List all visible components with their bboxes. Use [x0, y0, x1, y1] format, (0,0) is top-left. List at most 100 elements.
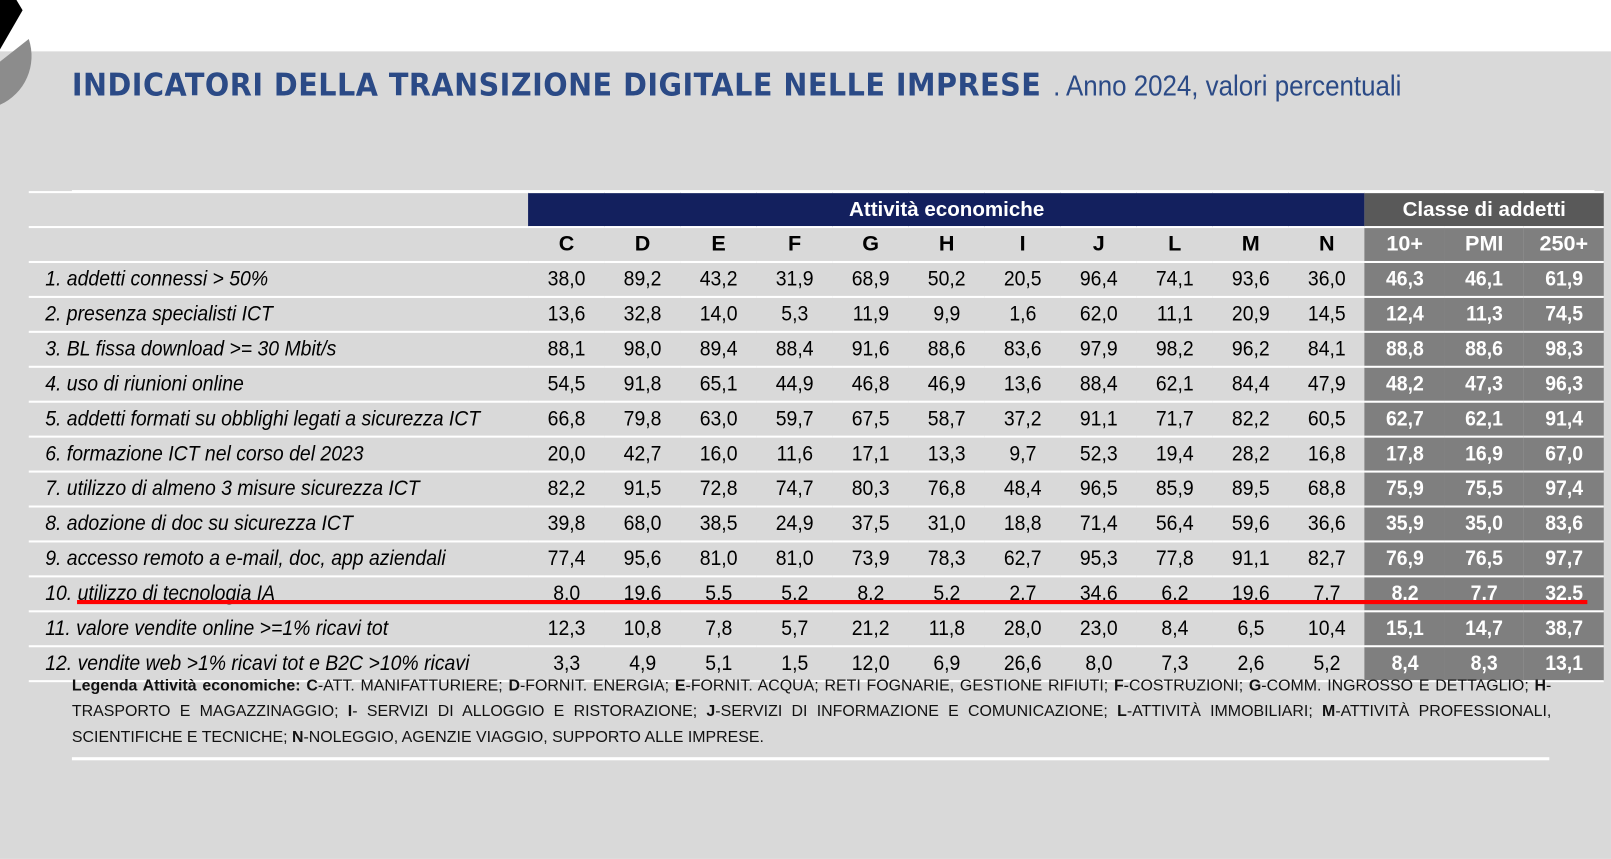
table-cell: 96,4 — [1060, 260, 1137, 297]
cell-value: 14,0 — [699, 302, 738, 326]
table-cell: 75,9 — [1364, 470, 1445, 507]
table-cell: 56,4 — [1136, 505, 1213, 542]
table-cell: 76,8 — [908, 470, 985, 507]
row-label: 7. utilizzo di almeno 3 misure sicurezza… — [28, 470, 529, 507]
cell-value: 12,3 — [547, 616, 586, 641]
table-cell: 9,9 — [908, 295, 985, 332]
table-cell: 83,6 — [984, 330, 1061, 367]
table-cell: 31,9 — [756, 260, 833, 297]
table-cell: 74,7 — [756, 470, 833, 507]
cell-value: 88,1 — [547, 336, 586, 361]
table-cell: 43,2 — [680, 260, 757, 297]
cell-value: 8,4 — [1161, 616, 1189, 641]
cell-value: 66,8 — [547, 406, 586, 431]
table-cell: 62,1 — [1444, 400, 1525, 437]
cell-value: 8,4 — [1391, 651, 1419, 676]
table-cell: 17,1 — [832, 435, 909, 472]
table-row: 3. BL fissa download >= 30 Mbit/s 88,1 98,… — [28, 330, 1604, 367]
cell-value: 77,4 — [547, 546, 586, 571]
cell-value: 19,6 — [623, 581, 662, 606]
table-cell: 78,3 — [908, 540, 985, 577]
table-cell: 5,2 — [908, 575, 985, 612]
table-cell: 48,4 — [984, 470, 1061, 507]
table-cell: 16,0 — [680, 435, 757, 472]
table-cell: 32,5 — [1524, 575, 1604, 612]
cell-value: 7,7 — [1470, 581, 1498, 606]
table-cell: 8,0 — [1060, 645, 1137, 683]
legend-code: M — [1322, 702, 1336, 721]
cell-value: 96,5 — [1079, 476, 1118, 501]
cell-value: 75,5 — [1465, 476, 1504, 501]
table-cell: 7,7 — [1444, 575, 1525, 612]
table-cell: 35,9 — [1364, 505, 1445, 542]
table-row: 10. utilizzo di tecnologia IA 8,0 19,6 5,5 5… — [28, 575, 1604, 612]
cell-value: 1,6 — [1009, 302, 1037, 326]
row-label: 2. presenza specialisti ICT — [28, 295, 529, 332]
table-cell: 84,4 — [1212, 365, 1289, 402]
legend-code: D — [508, 677, 520, 695]
cell-value: 5,2 — [781, 581, 809, 606]
table-cell: 26,6 — [984, 645, 1061, 683]
cell-value: 8,2 — [857, 581, 885, 606]
cell-value: 8,3 — [1470, 651, 1498, 676]
table-cell: 91,1 — [1060, 400, 1137, 437]
table-cell: 95,3 — [1060, 540, 1137, 577]
cell-value: 62,7 — [1385, 406, 1424, 431]
cell-value: 91,1 — [1231, 546, 1270, 571]
title-subtitle: . Anno 2024, valori percentuali — [1052, 69, 1401, 102]
cell-value: 47,3 — [1465, 371, 1504, 396]
highlight-underline — [77, 600, 1588, 605]
cell-value: 35,9 — [1385, 511, 1424, 536]
table-cell: 97,9 — [1060, 330, 1137, 367]
column-header: 10+ — [1364, 226, 1445, 262]
cell-value: 97,9 — [1079, 336, 1118, 361]
cell-value: 12,0 — [851, 651, 890, 676]
cell-value: 13,1 — [1544, 651, 1583, 676]
table-cell: 62,7 — [1364, 400, 1445, 437]
column-header: C — [528, 226, 605, 262]
cell-value: 10,8 — [623, 616, 662, 641]
cell-value: 63,0 — [699, 406, 738, 431]
legend-text: -ATTIVITÀ PROFESSIONALI, SCIENTIFICHE E … — [71, 702, 1552, 746]
table-cell: 21,2 — [832, 610, 909, 647]
cell-value: 6,2 — [1161, 581, 1189, 606]
cell-value: 16,0 — [699, 441, 738, 466]
cell-value: 82,2 — [1231, 406, 1270, 431]
cell-value: 13,6 — [1003, 371, 1042, 396]
table-cell: 91,6 — [832, 330, 909, 367]
table-cell: 88,6 — [1444, 330, 1525, 367]
cell-value: 16,9 — [1465, 441, 1504, 466]
cell-value: 31,9 — [775, 267, 814, 291]
table-cell: 9,7 — [984, 435, 1061, 472]
table-cell: 81,0 — [680, 540, 757, 577]
table-cell: 71,7 — [1136, 400, 1213, 437]
activities-header: Attività economiche — [528, 191, 1365, 228]
cell-value: 96,4 — [1079, 267, 1118, 291]
cell-value: 56,4 — [1155, 511, 1194, 536]
column-header: J — [1060, 226, 1137, 262]
column-header: D — [604, 226, 681, 262]
table-cell: 32,8 — [604, 295, 681, 332]
cell-value: 91,5 — [623, 476, 662, 501]
cell-value: 79,8 — [623, 406, 662, 431]
table-cell: 82,2 — [1212, 400, 1289, 437]
table-cell: 91,8 — [604, 365, 681, 402]
table-cell: 50,2 — [908, 260, 985, 297]
cell-value: 88,4 — [1079, 371, 1118, 396]
table-cell: 6,2 — [1136, 575, 1213, 612]
table-cell: 89,4 — [680, 330, 757, 367]
cell-value: 62,0 — [1079, 302, 1118, 326]
size-class-header: Classe di addetti — [1364, 191, 1604, 228]
row-label-text: 8. adozione di doc su sicurezza ICT — [45, 511, 353, 536]
table-cell: 77,8 — [1136, 540, 1213, 577]
legend-text: -SERVIZI DI INFORMAZIONE E COMUNICAZIONE… — [715, 702, 1118, 721]
cell-value: 91,1 — [1079, 406, 1118, 431]
legend-text: - SERVIZI DI ALLOGGIO E RISTORAZIONE; — [352, 702, 707, 721]
cell-value: 74,5 — [1544, 302, 1583, 326]
table-row: 4. uso di riunioni online 54,5 91,8 65,1 44,… — [28, 365, 1604, 402]
cell-value: 38,7 — [1544, 616, 1583, 641]
table-cell: 96,3 — [1524, 365, 1604, 402]
cell-value: 88,6 — [1465, 336, 1504, 361]
cell-value: 93,6 — [1231, 267, 1270, 291]
